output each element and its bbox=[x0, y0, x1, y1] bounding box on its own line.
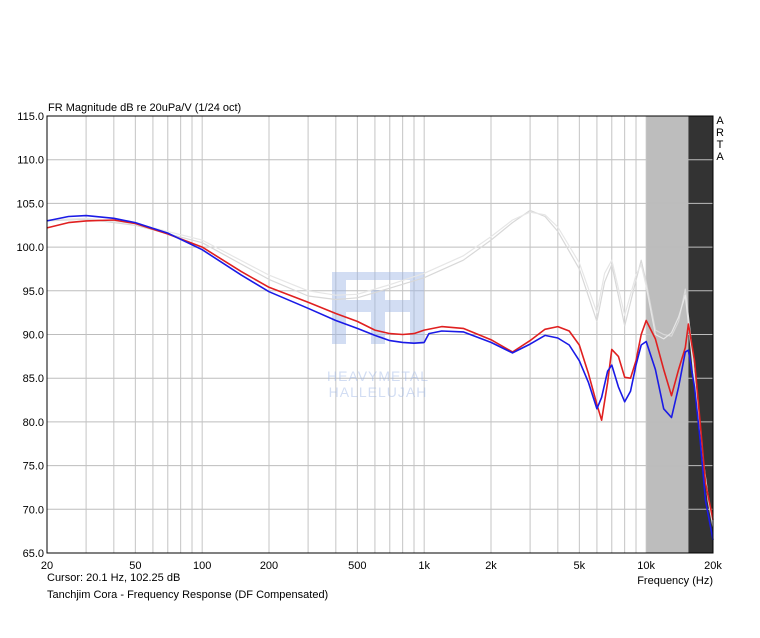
watermark-line-2: HALLELUJAH bbox=[329, 384, 428, 400]
side-label-letter: R bbox=[716, 127, 724, 139]
y-tick-label: 70.0 bbox=[23, 504, 44, 516]
y-tick-label: 90.0 bbox=[23, 330, 44, 342]
x-tick-label: 20k bbox=[704, 560, 722, 572]
x-tick-label: 20 bbox=[41, 560, 53, 572]
x-tick-label: 200 bbox=[260, 560, 278, 572]
y-tick-label: 80.0 bbox=[23, 417, 44, 429]
y-tick-label: 115.0 bbox=[17, 111, 44, 123]
x-tick-label: 2k bbox=[485, 560, 497, 572]
side-label-letter: A bbox=[716, 151, 724, 163]
x-tick-label: 1k bbox=[418, 560, 430, 572]
x-axis-label: Frequency (Hz) bbox=[637, 575, 713, 587]
series-line-3 bbox=[46, 214, 714, 541]
x-tick-label: 10k bbox=[637, 560, 655, 572]
watermark-logo-cross-bar bbox=[346, 300, 410, 312]
y-tick-label: 100.0 bbox=[16, 242, 44, 254]
y-tick-label: 75.0 bbox=[23, 461, 44, 473]
chart-title: FR Magnitude dB re 20uPa/V (1/24 oct) bbox=[48, 102, 241, 114]
watermark-logo-top-bar bbox=[332, 272, 424, 280]
series-lines bbox=[46, 209, 714, 541]
y-tick-labels: 65.0 70.0 75.0 80.0 85.0 90.0 95.0 100.0 105.0 11… bbox=[16, 111, 44, 560]
x-tick-labels: 20 50 100 200 500 1k 2k 5k 10k 20k bbox=[41, 560, 722, 572]
series-line-2 bbox=[46, 219, 714, 520]
y-tick-label: 95.0 bbox=[23, 286, 44, 298]
x-tick-label: 50 bbox=[129, 560, 141, 572]
plot-frame bbox=[46, 115, 714, 554]
y-tick-label: 110.0 bbox=[17, 155, 44, 167]
side-label-letter: T bbox=[717, 139, 724, 151]
side-label-letter: A bbox=[716, 115, 724, 127]
chart-description: Tanchjim Cora - Frequency Response (DF C… bbox=[47, 589, 329, 601]
cursor-readout: Cursor: 20.1 Hz, 102.25 dB bbox=[47, 572, 181, 584]
y-tick-label: 65.0 bbox=[23, 548, 44, 560]
x-tick-label: 500 bbox=[348, 560, 366, 572]
watermark-logo-left-bar bbox=[332, 272, 346, 344]
series-line-1 bbox=[46, 211, 714, 523]
x-tick-label: 5k bbox=[574, 560, 586, 572]
watermark-logo-right-bar bbox=[410, 272, 424, 344]
y-tick-label: 85.0 bbox=[23, 373, 44, 385]
watermark-line-1: HEAVYMETAL bbox=[327, 368, 429, 384]
y-tick-label: 105.0 bbox=[16, 198, 44, 210]
x-tick-label: 100 bbox=[193, 560, 211, 572]
